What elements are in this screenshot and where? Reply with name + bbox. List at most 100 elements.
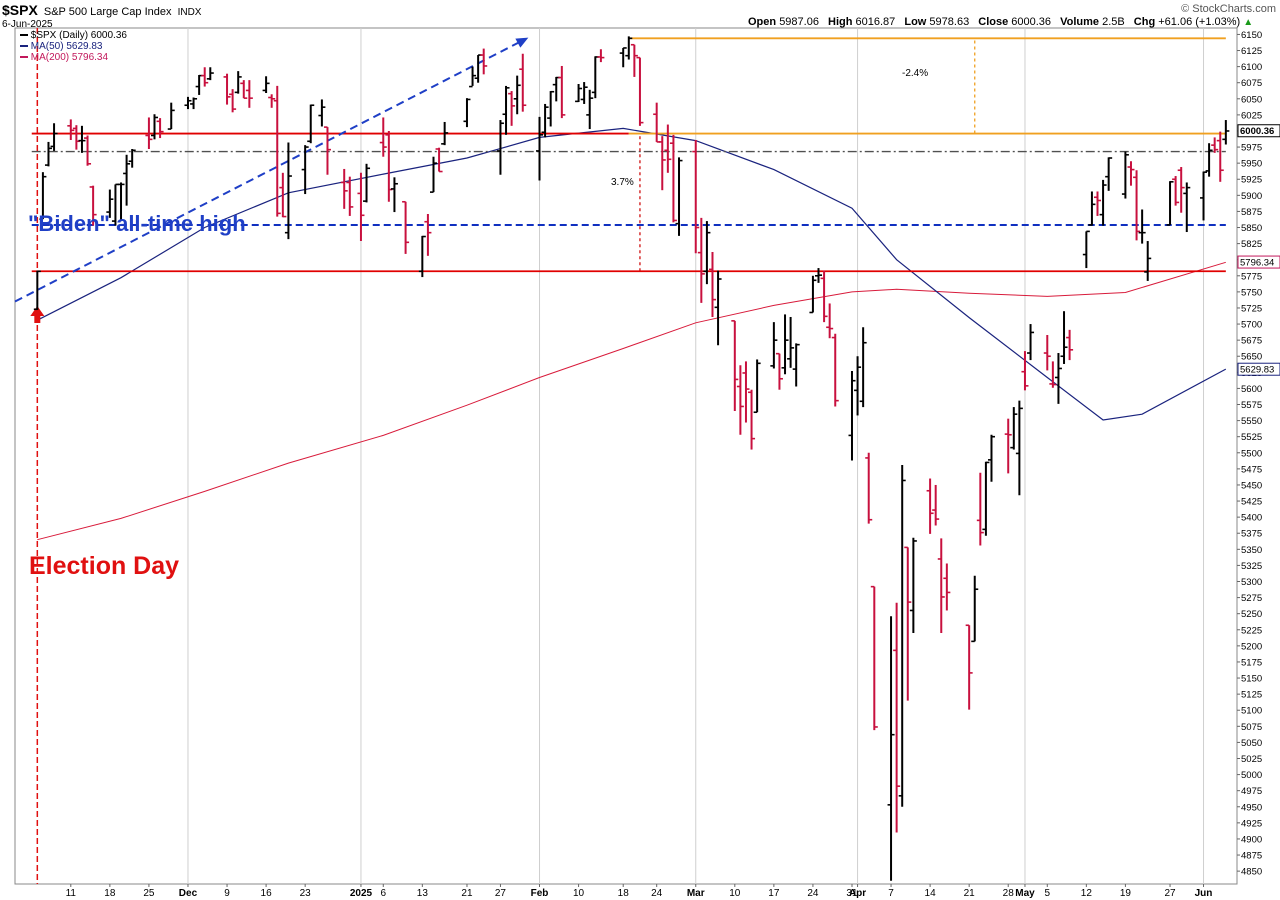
- x-tick-label: 6: [380, 888, 386, 899]
- x-tick-label: 24: [807, 888, 819, 899]
- x-tick-label: Apr: [849, 888, 866, 899]
- y-tick-label: 5150: [1241, 674, 1262, 685]
- close-label: Close: [978, 16, 1009, 28]
- y-tick-label: 5575: [1241, 400, 1262, 411]
- y-tick-label: 5475: [1241, 464, 1262, 475]
- x-tick-label: 13: [417, 888, 429, 899]
- x-tick-label: 11: [66, 888, 77, 899]
- y-tick-label: 5500: [1241, 448, 1262, 459]
- y-tick-label: 5275: [1241, 593, 1262, 604]
- y-tick-label: 5450: [1241, 480, 1262, 491]
- x-tick-label: 2025: [350, 888, 373, 899]
- last-value-label: 6000.36: [1240, 126, 1274, 137]
- legend-price: $SPX (Daily) 6000.36: [20, 30, 127, 41]
- symbol-description: S&P 500 Large Cap Index: [43, 6, 172, 18]
- y-tick-label: 4975: [1241, 786, 1262, 797]
- y-tick-label: 5775: [1241, 271, 1262, 282]
- x-tick-label: 21: [964, 888, 976, 899]
- y-tick-label: 5600: [1241, 384, 1262, 395]
- y-tick-label: 6025: [1241, 110, 1262, 121]
- last-value-box: [1237, 255, 1280, 269]
- y-tick-label: 5725: [1241, 303, 1262, 314]
- x-tick-label: 23: [300, 888, 312, 899]
- y-tick-label: 5825: [1241, 239, 1262, 250]
- y-tick-label: 5000: [1241, 770, 1262, 781]
- chg-value: +61.06 (+1.03%): [1158, 16, 1241, 28]
- x-tick-label: 27: [495, 888, 507, 899]
- ma200-line: [37, 261, 1226, 541]
- x-tick-label: Mar: [687, 888, 705, 899]
- y-tick-label: 5675: [1241, 336, 1262, 347]
- legend-ma50-swatch: [20, 45, 28, 48]
- y-tick-label: 5325: [1241, 561, 1262, 572]
- biden-ath-annotation: "Biden" all-time high: [28, 211, 246, 236]
- high-label: High: [828, 16, 853, 28]
- open-label: Open: [748, 16, 777, 28]
- election-arrow-head-icon: [30, 306, 45, 316]
- legend-ma200-swatch: [20, 56, 28, 59]
- x-tick-label: Jun: [1195, 888, 1213, 899]
- volume-label: Volume: [1060, 16, 1100, 28]
- x-tick-label: 18: [618, 888, 630, 899]
- stockcharts-watermark: © StockCharts.com: [1181, 3, 1276, 15]
- trend-arrow-icon: [515, 37, 529, 48]
- x-tick-label: 17: [768, 888, 780, 899]
- y-tick-label: 6100: [1241, 62, 1262, 73]
- chart-header-left: $SPX S&P 500 Large Cap Index INDX: [2, 2, 201, 18]
- x-tick-label: 19: [1120, 888, 1132, 899]
- x-tick-label: Dec: [179, 888, 198, 899]
- legend-price-swatch: [20, 34, 28, 37]
- y-tick-label: 5850: [1241, 223, 1262, 234]
- y-tick-label: 5950: [1241, 159, 1262, 170]
- x-tick-label: 21: [461, 888, 473, 899]
- x-tick-label: 12: [1081, 888, 1093, 899]
- y-tick-label: 5225: [1241, 625, 1262, 636]
- y-tick-label: 5100: [1241, 706, 1262, 717]
- last-value-label: 5796.34: [1240, 258, 1274, 269]
- y-tick-label: 4875: [1241, 851, 1262, 862]
- y-tick-label: 5900: [1241, 191, 1262, 202]
- y-tick-label: 4950: [1241, 802, 1262, 813]
- y-tick-label: 5525: [1241, 432, 1262, 443]
- x-tick-label: 9: [224, 888, 230, 899]
- low-label: Low: [904, 16, 927, 28]
- high-value: 6016.87: [855, 16, 896, 28]
- legend-ma50: MA(50) 5629.83: [20, 41, 103, 52]
- up-arrow-icon: ▲: [1243, 17, 1254, 28]
- y-tick-label: 5650: [1241, 352, 1262, 363]
- chg-label: Chg: [1133, 16, 1156, 28]
- y-tick-label: 5050: [1241, 738, 1262, 749]
- x-tick-label: 16: [261, 888, 273, 899]
- y-tick-label: 4925: [1241, 818, 1262, 829]
- close-value: 6000.36: [1011, 16, 1052, 28]
- y-tick-label: 5925: [1241, 175, 1262, 186]
- y-tick-label: 5025: [1241, 754, 1262, 765]
- y-tick-label: 5200: [1241, 641, 1262, 652]
- x-tick-label: Feb: [531, 888, 549, 899]
- election-arrow-stem-icon: [34, 316, 41, 323]
- x-tick-label: 5: [1045, 888, 1051, 899]
- y-tick-label: 6075: [1241, 78, 1262, 89]
- legend-ma200: MA(200) 5796.34: [20, 52, 108, 63]
- x-tick-label: 7: [888, 888, 894, 899]
- y-tick-label: 5550: [1241, 416, 1262, 427]
- volume-value: 2.5B: [1102, 16, 1125, 28]
- y-tick-label: 6050: [1241, 94, 1262, 105]
- x-tick-label: 24: [651, 888, 663, 899]
- plot-area: [14, 27, 1238, 885]
- x-tick-label: 31: [846, 888, 858, 899]
- x-tick-label: 28: [1003, 888, 1015, 899]
- x-tick-label: 18: [104, 888, 116, 899]
- open-value: 5987.06: [779, 16, 819, 28]
- y-tick-label: 4900: [1241, 834, 1262, 845]
- legend-ma200-label: MA(200) 5796.34: [30, 52, 109, 63]
- y-tick-label: 5750: [1241, 287, 1262, 298]
- low-value: 5978.63: [929, 16, 970, 28]
- x-tick-label: 14: [925, 888, 937, 899]
- y-tick-label: 5125: [1241, 690, 1262, 701]
- chart-date: 6-Jun-2025: [2, 19, 53, 30]
- y-tick-label: 5075: [1241, 722, 1262, 733]
- x-tick-label: May: [1015, 888, 1035, 899]
- y-tick-label: 5250: [1241, 609, 1262, 620]
